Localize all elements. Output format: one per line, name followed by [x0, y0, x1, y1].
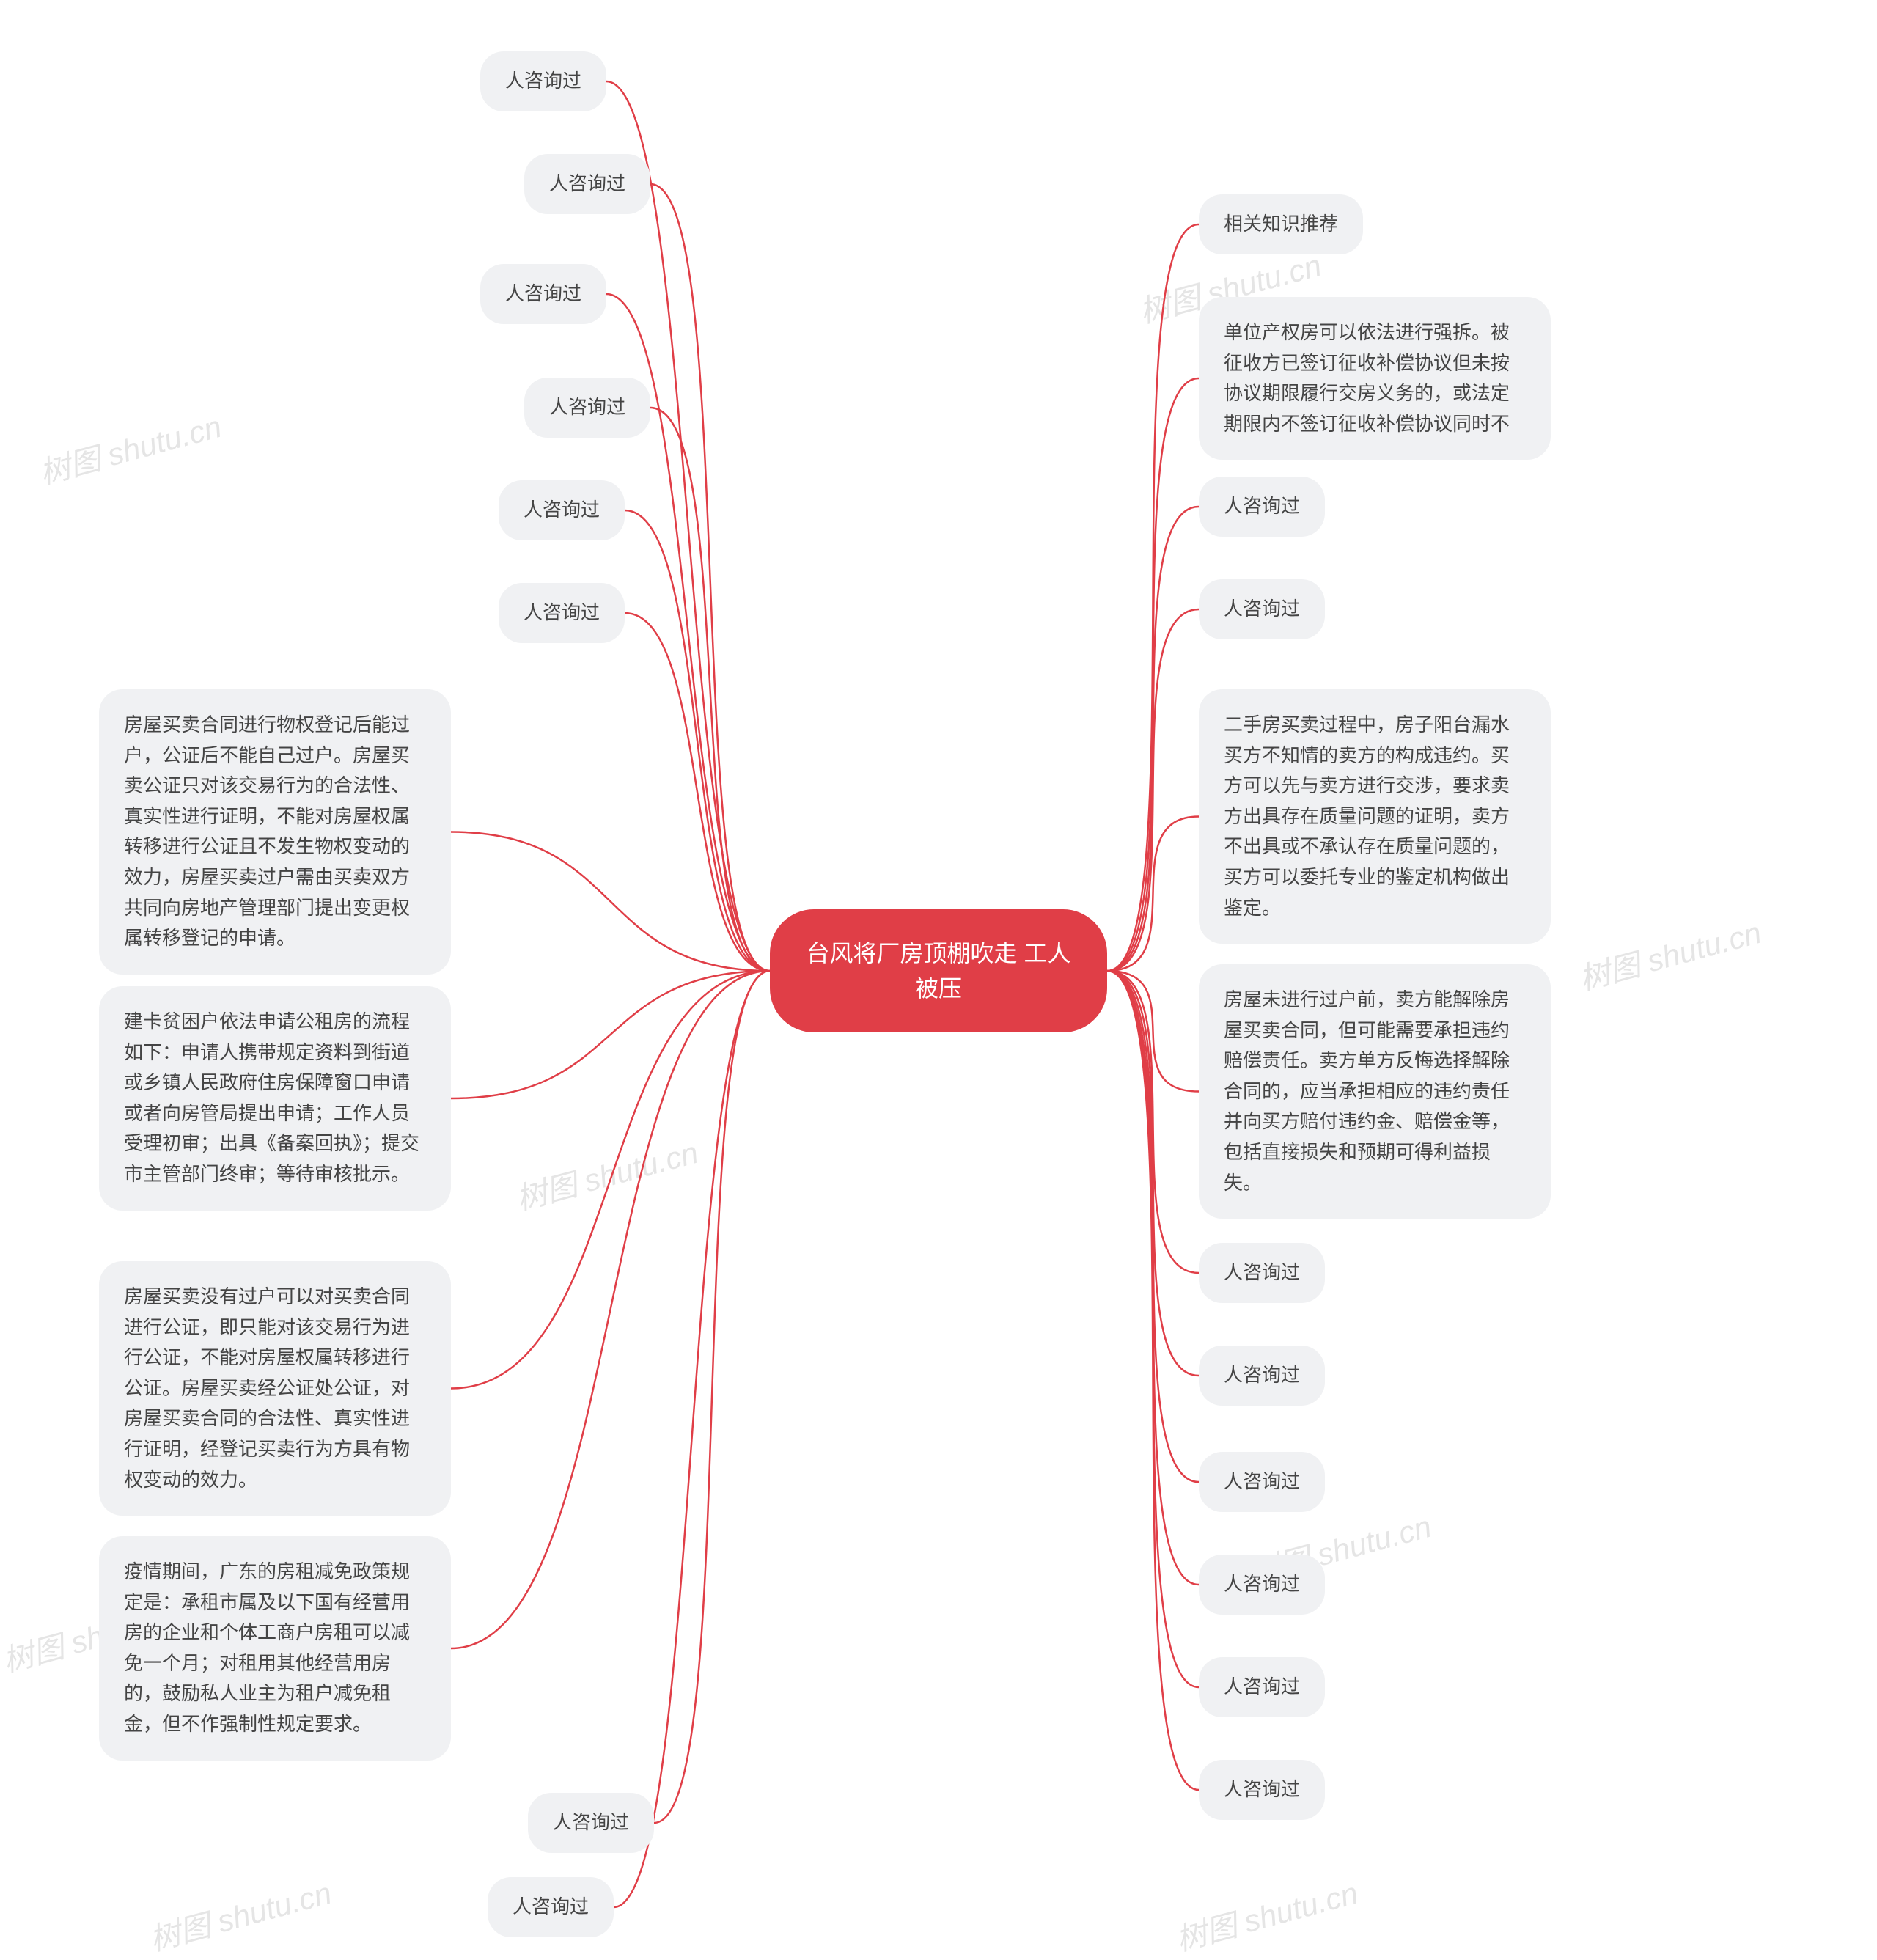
left-node: 人咨询过 [488, 1877, 614, 1937]
right-node: 人咨询过 [1199, 1555, 1325, 1615]
left-node: 人咨询过 [524, 378, 650, 438]
left-node: 人咨询过 [499, 480, 625, 540]
right-node: 房屋未进行过户前，卖方能解除房屋买卖合同，但可能需要承担违约赔偿责任。卖方单方反… [1199, 964, 1551, 1219]
center-node: 台风将厂房顶棚吹走 工人被压 [770, 909, 1107, 1032]
left-node: 人咨询过 [480, 51, 606, 111]
left-node: 人咨询过 [528, 1793, 654, 1853]
right-node: 人咨询过 [1199, 1243, 1325, 1303]
right-node: 人咨询过 [1199, 1346, 1325, 1406]
center-label: 台风将厂房顶棚吹走 工人被压 [807, 940, 1071, 1002]
right-node: 人咨询过 [1199, 1657, 1325, 1717]
left-node: 房屋买卖没有过户可以对买卖合同进行公证，即只能对该交易行为进行公证，不能对房屋权… [99, 1261, 451, 1516]
right-node: 人咨询过 [1199, 1452, 1325, 1512]
right-node: 人咨询过 [1199, 1760, 1325, 1820]
left-node: 疫情期间，广东的房租减免政策规定是：承租市属及以下国有经营用房的企业和个体工商户… [99, 1536, 451, 1761]
left-node: 房屋买卖合同进行物权登记后能过户，公证后不能自己过户。房屋买卖公证只对该交易行为… [99, 689, 451, 975]
left-node: 建卡贫困户依法申请公租房的流程如下：申请人携带规定资料到街道或乡镇人民政府住房保… [99, 986, 451, 1211]
right-node: 相关知识推荐 [1199, 194, 1363, 254]
right-node: 人咨询过 [1199, 579, 1325, 639]
right-node: 单位产权房可以依法进行强拆。被征收方已签订征收补偿协议但未按协议期限履行交房义务… [1199, 297, 1551, 460]
mindmap-canvas: 树图 shutu.cn树图 shutu.cn树图 shutu.cn树图 shut… [0, 0, 1877, 1920]
left-node: 人咨询过 [524, 154, 650, 214]
left-node: 人咨询过 [499, 583, 625, 643]
left-node: 人咨询过 [480, 264, 606, 324]
right-node: 人咨询过 [1199, 477, 1325, 537]
right-node: 二手房买卖过程中，房子阳台漏水买方不知情的卖方的构成违约。买方可以先与卖方进行交… [1199, 689, 1551, 944]
